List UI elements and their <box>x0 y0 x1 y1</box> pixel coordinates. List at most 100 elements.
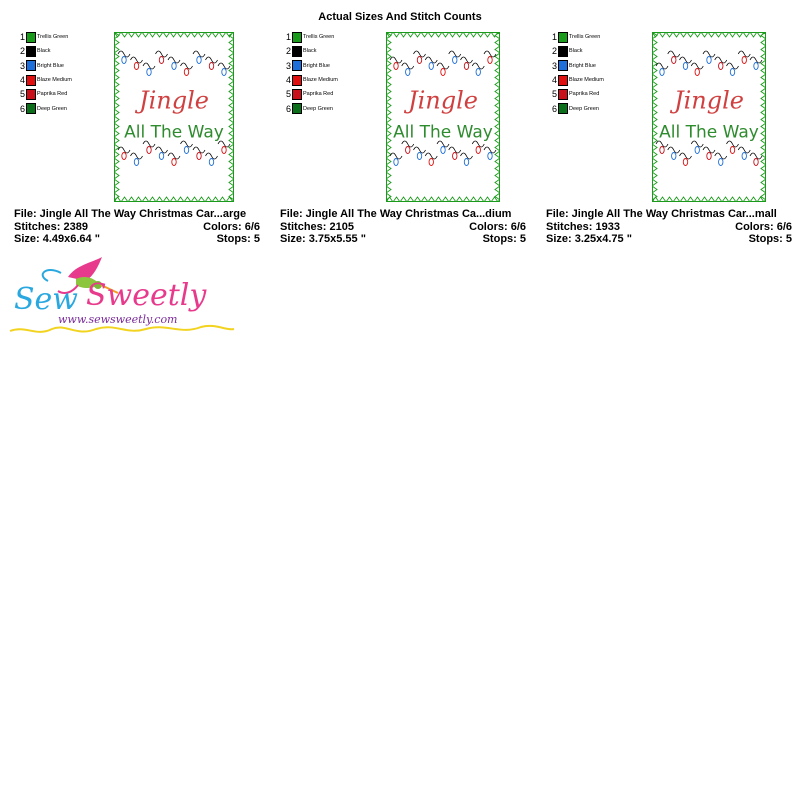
light-string-top <box>655 50 763 76</box>
file-name-label: File: Jingle All The Way Christmas Car..… <box>14 208 247 220</box>
light-string-bottom <box>655 140 763 166</box>
legend-color-name: Black <box>37 48 51 55</box>
color-swatch <box>26 74 36 86</box>
legend-color-name: Deep Green <box>37 105 67 112</box>
page-title: Actual Sizes And Stitch Counts <box>318 11 482 23</box>
stitch-count: Stitches: 2389 <box>14 220 88 233</box>
legend-row: 5 Paprika Red <box>546 87 656 101</box>
legend-color-name: Deep Green <box>569 105 599 112</box>
legend-number: 6 <box>285 103 291 114</box>
color-swatch <box>558 60 568 72</box>
stop-count: Stops: 5 <box>482 233 526 245</box>
design-size: Size: 3.25x4.75 " <box>546 233 632 245</box>
legend-row: 2 Black <box>14 44 124 58</box>
legend-color-name: Paprika Red <box>569 91 600 98</box>
legend-row: 5 Paprika Red <box>280 87 390 101</box>
stop-count: Stops: 5 <box>748 233 792 245</box>
legend-color-name: Bright Blue <box>303 62 330 69</box>
stop-count: Stops: 5 <box>216 233 260 245</box>
design-panel-large: 1 Trellis Green 2 Black 3 Bright Blue 4 … <box>14 30 264 250</box>
color-swatch <box>292 103 302 115</box>
hummingbird-icon <box>57 257 119 294</box>
legend-number: 2 <box>551 46 557 57</box>
color-swatch <box>292 88 302 100</box>
legend-color-name: Blaze Medium <box>303 77 338 84</box>
stitch-count: Stitches: 2105 <box>280 220 354 233</box>
legend-row: 4 Blaze Medium <box>280 73 390 87</box>
file-name-label: File: Jingle All The Way Christmas Ca...… <box>280 208 512 220</box>
color-swatch <box>26 60 36 72</box>
legend-row: 6 Deep Green <box>14 101 124 115</box>
legend-number: 4 <box>19 75 25 86</box>
legend-number: 6 <box>19 103 25 114</box>
legend-color-name: Deep Green <box>303 105 333 112</box>
legend-number: 6 <box>551 103 557 114</box>
legend-row: 6 Deep Green <box>546 101 656 115</box>
legend-number: 2 <box>285 46 291 57</box>
color-swatch <box>558 45 568 57</box>
design-info-large: File: Jingle All The Way Christmas Car..… <box>14 208 260 246</box>
legend-row: 3 Bright Blue <box>14 59 124 73</box>
light-string-bottom <box>117 140 231 166</box>
color-legend: 1 Trellis Green 2 Black 3 Bright Blue 4 … <box>280 30 390 116</box>
color-legend: 1 Trellis Green 2 Black 3 Bright Blue 4 … <box>14 30 124 116</box>
legend-number: 1 <box>551 32 557 43</box>
color-swatch <box>292 60 302 72</box>
design-panel-small: 1 Trellis Green 2 Black 3 Bright Blue 4 … <box>546 30 796 250</box>
design-text-all-the-way: All The Way <box>659 122 759 142</box>
legend-color-name: Trellis Green <box>569 34 601 41</box>
color-swatch <box>292 31 302 43</box>
color-swatch <box>558 31 568 43</box>
legend-color-name: Paprika Red <box>37 91 68 98</box>
color-swatch <box>26 103 36 115</box>
legend-number: 1 <box>285 32 291 43</box>
design-text-jingle: Jingle <box>134 87 209 115</box>
legend-number: 3 <box>285 60 291 71</box>
legend-color-name: Trellis Green <box>303 34 335 41</box>
design-size: Size: 3.75x5.55 " <box>280 233 366 245</box>
logo-sweetly-text: Sweetly <box>86 278 207 313</box>
embroidery-design-preview: Jingle All The Way <box>652 32 766 202</box>
file-name-label: File: Jingle All The Way Christmas Car..… <box>546 208 777 220</box>
legend-row: 3 Bright Blue <box>280 59 390 73</box>
color-count: Colors: 6/6 <box>735 220 792 233</box>
legend-row: 4 Blaze Medium <box>14 73 124 87</box>
legend-row: 1 Trellis Green <box>14 30 124 44</box>
color-swatch <box>558 88 568 100</box>
color-legend: 1 Trellis Green 2 Black 3 Bright Blue 4 … <box>546 30 656 116</box>
light-string-bottom <box>389 140 497 166</box>
legend-row: 4 Blaze Medium <box>546 73 656 87</box>
color-count: Colors: 6/6 <box>469 220 526 233</box>
design-text-all-the-way: All The Way <box>393 122 493 142</box>
color-swatch <box>26 31 36 43</box>
design-size: Size: 4.49x6.64 " <box>14 233 100 245</box>
embroidery-design-preview: Jingle All The Way <box>114 32 234 202</box>
embroidery-design-preview: Jingle All The Way <box>386 32 500 202</box>
design-info-small: File: Jingle All The Way Christmas Car..… <box>546 208 792 246</box>
legend-row: 5 Paprika Red <box>14 87 124 101</box>
legend-row: 1 Trellis Green <box>280 30 390 44</box>
legend-color-name: Paprika Red <box>303 91 334 98</box>
legend-row: 1 Trellis Green <box>546 30 656 44</box>
color-swatch <box>26 88 36 100</box>
legend-row: 2 Black <box>280 44 390 58</box>
color-swatch <box>292 74 302 86</box>
light-string-top <box>117 50 231 76</box>
legend-number: 4 <box>551 75 557 86</box>
legend-color-name: Black <box>303 48 317 55</box>
legend-row: 2 Black <box>546 44 656 58</box>
design-info-medium: File: Jingle All The Way Christmas Ca...… <box>280 208 526 246</box>
legend-number: 5 <box>551 89 557 100</box>
legend-number: 4 <box>285 75 291 86</box>
stitch-count: Stitches: 1933 <box>546 220 620 233</box>
color-swatch <box>558 74 568 86</box>
color-swatch <box>26 45 36 57</box>
legend-row: 6 Deep Green <box>280 101 390 115</box>
legend-color-name: Blaze Medium <box>37 77 72 84</box>
logo-url: www.sewsweetly.com <box>58 313 178 326</box>
legend-row: 3 Bright Blue <box>546 59 656 73</box>
legend-color-name: Trellis Green <box>37 34 69 41</box>
legend-color-name: Bright Blue <box>37 62 64 69</box>
legend-number: 2 <box>19 46 25 57</box>
light-string-top <box>389 50 497 76</box>
